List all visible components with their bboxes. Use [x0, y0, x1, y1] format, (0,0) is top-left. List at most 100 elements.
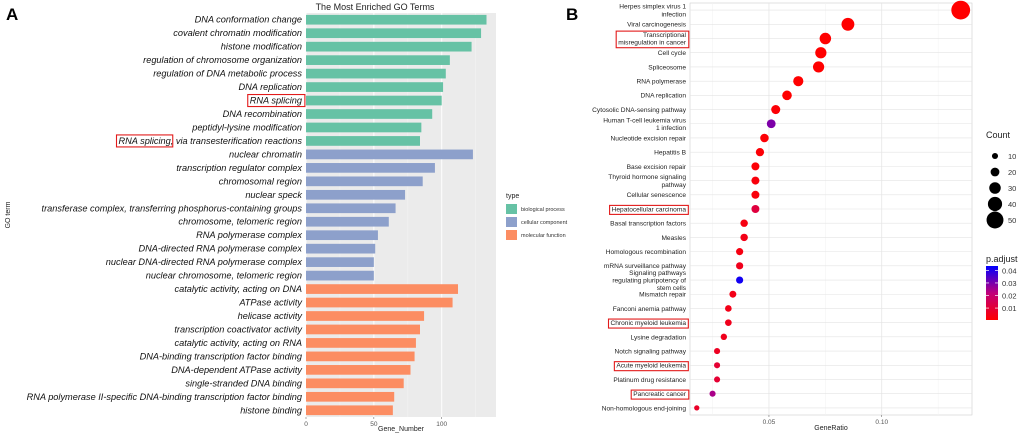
chart-a-bar: [306, 270, 374, 281]
chart-a-bar: [306, 243, 376, 254]
color-legend-label: 0.04: [1002, 266, 1017, 275]
size-legend-dot: [990, 167, 1000, 177]
chart-b-point: [751, 162, 760, 171]
chart-b-point: [714, 362, 721, 369]
chart-a-x-tick-label: 0: [304, 421, 308, 428]
chart-a-category-label: RNA splicing: [250, 96, 303, 106]
panel-a-letter: A: [6, 5, 18, 24]
color-legend-ticks: 0.04 0.03 0.02 0.01: [986, 266, 1017, 313]
chart-b-point: [694, 405, 700, 411]
chart-a-bars: [306, 14, 487, 416]
chart-a-title: The Most Enriched GO Terms: [316, 2, 435, 12]
color-legend-bar: [986, 266, 998, 320]
chart-b-category-label: Cell cycle: [658, 50, 687, 57]
chart-a-bar: [306, 176, 423, 187]
chart-b-point: [725, 319, 732, 326]
chart-a-category-label: RNA polymerase II-specific DNA-binding t…: [27, 392, 303, 402]
chart-b-point: [714, 348, 721, 355]
chart-b-category-label: Base excision repair: [627, 164, 687, 171]
chart-b-x-tick-label: 0.05: [763, 419, 776, 426]
chart-a-category-label: catalytic activity, acting on DNA: [175, 284, 302, 294]
chart-b-category-label: Hepatocellular carcinoma: [612, 206, 687, 213]
size-legend-label: 20: [1008, 168, 1016, 177]
chart-b-highlight-box: [609, 204, 689, 215]
chart-b-highlight-box: [630, 389, 690, 400]
chart-a-plot-panel: [306, 13, 496, 417]
chart-b-category-label: Herpes simplex virus 1 infection: [619, 4, 686, 19]
size-legend-label: 40: [1008, 200, 1016, 209]
chart-a-category-label: covalent chromatin modification: [173, 28, 302, 38]
chart-b-highlight-box: [615, 30, 690, 49]
size-legend: 10 20 30 40 50: [986, 152, 1016, 229]
chart-b-category-label: Fanconi anemia pathway: [613, 306, 687, 313]
chart-b-point: [736, 248, 744, 256]
chart-b-point: [740, 219, 748, 227]
chart-a-bar: [306, 122, 422, 133]
chart-a-category-label: helicase activity: [238, 311, 304, 321]
chart-b-category-label: Homologous recombination: [606, 249, 687, 256]
chart-b-category-label: Chronic myeloid leukemia: [611, 320, 687, 327]
chart-b-point: [714, 376, 721, 383]
chart-b-grid: [690, 3, 972, 415]
chart-a-bar: [306, 136, 420, 146]
chart-b-point: [736, 262, 744, 270]
chart-b-point: [760, 133, 769, 143]
chart-b-category-label: Mismatch repair: [639, 292, 687, 299]
chart-b-category-label: Cytosolic DNA-sensing pathway: [592, 107, 687, 114]
chart-b-category-label: Platinum drug resistance: [613, 377, 686, 384]
chart-b-point: [709, 390, 716, 397]
chart-b-point: [736, 276, 744, 284]
chart-a-bar: [306, 365, 411, 375]
color-legend-label: 0.03: [1002, 279, 1017, 288]
chart-a-bar: [306, 68, 446, 79]
chart-a-category-label: single-stranded DNA binding: [185, 378, 303, 388]
chart-a-category-label: DNA recombination: [223, 109, 302, 119]
chart-a-category-label: DNA conformation change: [195, 15, 302, 25]
chart-a-xlabel: Gene_Number: [378, 426, 425, 433]
chart-a-legend-label: cellular component: [521, 220, 568, 226]
chart-a-highlight-box: [115, 134, 174, 148]
chart-b-category-label: Spliceosome: [648, 64, 686, 71]
chart-b-point: [841, 17, 855, 31]
chart-b-category-label: Measles: [661, 235, 686, 242]
chart-b-point: [819, 32, 832, 45]
chart-a-legend-title: type: [506, 193, 519, 200]
chart-b-category-label: Notch signaling pathway: [615, 348, 687, 355]
chart-a-bar: [306, 189, 406, 200]
chart-a-category-label: DNA-directed RNA polymerase complex: [138, 244, 302, 254]
chart-a-bar: [306, 351, 415, 362]
chart-b-highlight-boxes: [607, 30, 690, 400]
chart-a-bar: [306, 405, 393, 416]
chart-a-legend: biological process cellular component mole…: [506, 204, 568, 240]
size-legend-dot: [991, 152, 999, 160]
chart-b-point: [751, 205, 760, 213]
chart-a-category-label: DNA-binding transcription factor binding: [140, 351, 303, 361]
chart-a-category-label: transcription regulator complex: [176, 163, 302, 173]
chart-b-point: [812, 61, 825, 73]
chart-a-legend-swatch: [506, 230, 517, 240]
chart-b-point: [771, 105, 781, 115]
panel-b-letter: B: [566, 5, 578, 24]
chart-b-category-label: RNA polymerase: [637, 79, 687, 86]
chart-a-legend-label: biological process: [521, 207, 565, 213]
chart-a-bar: [306, 311, 425, 321]
chart-b-point: [740, 233, 748, 242]
size-legend-label: 50: [1008, 216, 1016, 225]
chart-b-category-label: Basal transcription factors: [610, 221, 687, 228]
size-legend-title: Count: [986, 130, 1011, 140]
chart-a-bar: [306, 391, 395, 402]
size-legend-dot: [987, 196, 1003, 212]
chart-b-category-label: Cellular senescence: [627, 192, 687, 199]
chart-a-bar: [306, 163, 435, 173]
chart-a-category-label: DNA replication: [239, 82, 303, 92]
chart-a-category-label: ATPase activity: [238, 298, 303, 308]
chart-a-bar: [306, 28, 482, 39]
chart-b-category-label: Thyroid hormone signaling pathway: [608, 174, 686, 189]
chart-a-bar: [306, 230, 378, 241]
chart-b-category-label: Human T-cell leukemia virus 1 infection: [603, 117, 686, 132]
size-legend-dot: [989, 182, 1001, 194]
chart-a-legend-label: molecular function: [521, 233, 566, 239]
chart-a-category-label: chromosome, telomeric region: [178, 217, 302, 227]
chart-a-category-label: RNA splicing, via transesterification re…: [119, 136, 303, 146]
